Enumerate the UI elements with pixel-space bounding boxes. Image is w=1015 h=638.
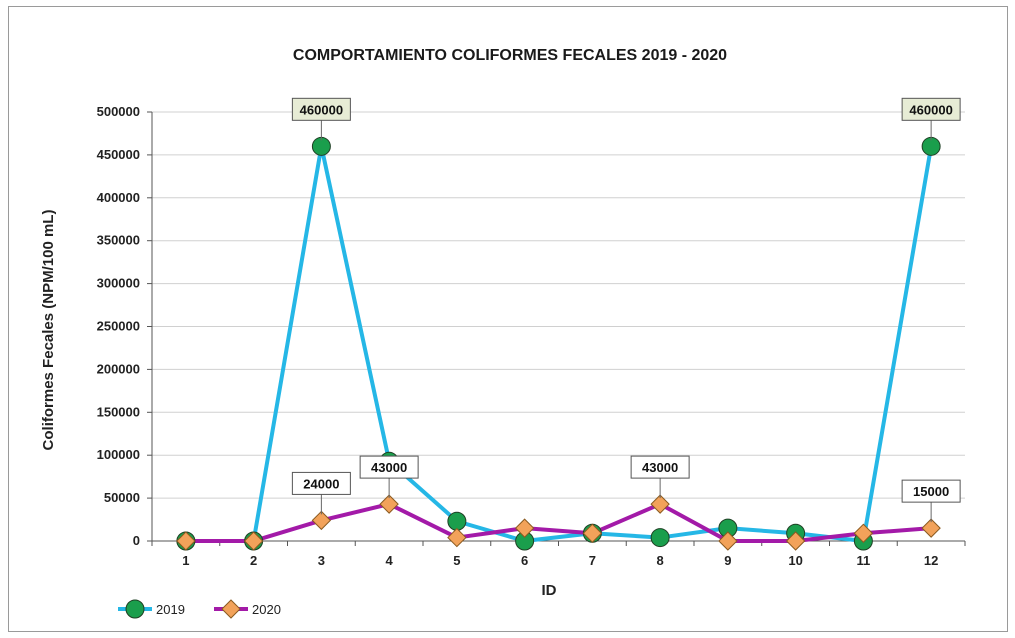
x-tick-label: 11 [857,553,871,568]
y-tick-label: 500000 [97,104,140,119]
data-label: 43000 [371,460,407,475]
data-point-2020 [447,527,467,548]
y-axis-title: Coliformes Fecales (NPM/100 mL) [40,210,57,451]
data-point-2020 [311,510,332,531]
y-tick-label: 300000 [97,276,140,291]
x-tick-label: 6 [521,553,528,568]
data-label-box [630,455,690,479]
y-tick-labels: 0 50000 100000 150000 200000 250000 300000 3500… [97,104,140,548]
data-point-2020 [921,518,941,538]
legend: 2019 2020 [118,599,281,619]
series-line-2020 [185,502,932,543]
data-point-2020 [582,523,603,543]
data-point-2020 [650,494,670,514]
y-tick-label: 150000 [97,404,140,419]
data-labels: 460000 460000 24000 43000 43000 15000 [291,97,961,523]
y-tick-label: 350000 [97,233,140,248]
x-tick-label: 7 [589,553,596,568]
x-tick-label: 1 [182,553,189,568]
x-tick-label: 5 [453,553,460,568]
x-tick-label: 4 [386,553,394,568]
x-tick-label: 12 [924,553,938,568]
series-layer [176,136,941,551]
x-tick-label: 2 [250,553,257,568]
data-label-box [901,479,961,503]
data-label: 460000 [300,102,343,117]
data-label-box [291,471,351,495]
legend-label: 2020 [252,602,281,617]
legend-label: 2019 [156,602,185,617]
data-label-box [359,455,419,479]
data-point-2020 [379,494,399,514]
y-tick-label: 200000 [97,361,140,376]
x-tick-label: 9 [724,553,731,568]
data-point-2020 [718,531,738,551]
x-tick-label: 8 [657,553,664,568]
data-point-2020 [785,531,806,551]
x-tick-label: 10 [788,553,802,568]
data-point-2020 [514,518,535,538]
axes [147,111,966,546]
data-point-2020 [243,531,264,551]
data-point-2020 [853,523,874,543]
y-tick-label: 0 [133,533,140,548]
series-line-2019 [185,144,934,543]
data-point-2019 [447,511,467,531]
chart-frame [8,6,1008,632]
data-label-box [901,97,961,121]
x-tick-labels: 1 2 3 4 5 6 7 8 9 10 11 12 [182,553,938,568]
data-label: 15000 [913,484,949,499]
data-label: 43000 [642,460,678,475]
y-tick-label: 450000 [97,147,140,162]
data-label: 24000 [303,476,339,491]
y-tick-label: 250000 [97,319,140,334]
data-point-2019 [650,528,670,548]
gridlines [152,111,965,499]
y-tick-label: 400000 [97,190,140,205]
data-point-2020 [176,531,196,551]
chart-title: COMPORTAMIENTO COLIFORMES FECALES 2019 -… [293,47,727,64]
legend-marker-2020 [221,599,241,619]
data-label-box [291,97,351,121]
legend-marker-2019 [125,599,145,619]
y-tick-label: 50000 [104,490,140,505]
y-tick-label: 100000 [97,447,140,462]
x-tick-label: 3 [318,553,325,568]
data-label: 460000 [909,102,952,117]
x-axis-title: ID [542,582,557,599]
